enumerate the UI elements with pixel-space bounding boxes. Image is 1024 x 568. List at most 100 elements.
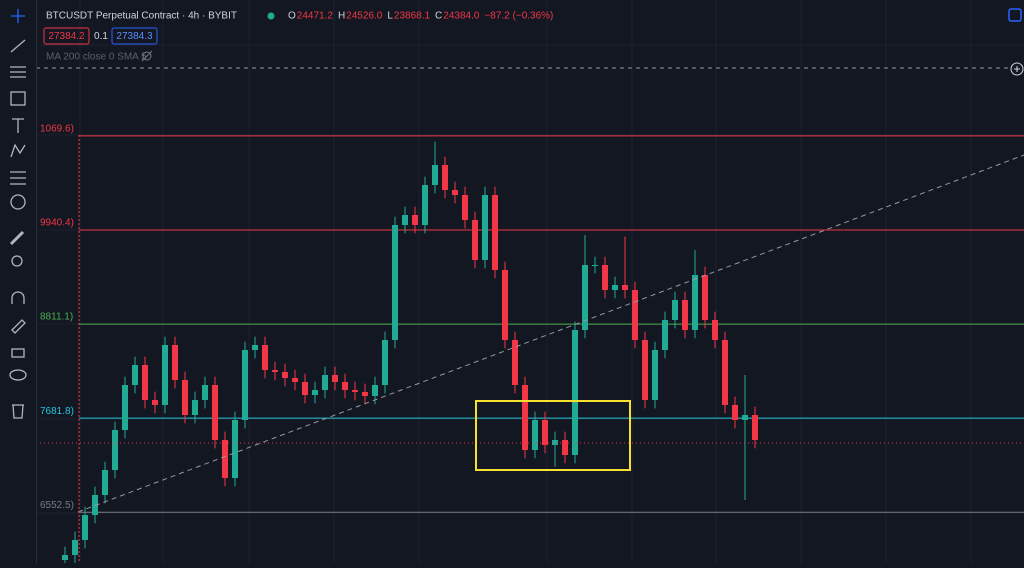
candle-body bbox=[112, 430, 118, 470]
sell-price: 27384.2 bbox=[48, 31, 85, 42]
fib-level-label: 7681.8) bbox=[40, 406, 74, 417]
spread: 0.1 bbox=[94, 31, 108, 42]
candle-body bbox=[582, 265, 588, 330]
candle-body bbox=[302, 382, 308, 395]
candle-body bbox=[152, 400, 158, 405]
candle-body bbox=[402, 215, 408, 225]
fullscreen-button[interactable] bbox=[1008, 8, 1022, 22]
candle-body bbox=[502, 270, 508, 340]
candle-body bbox=[522, 385, 528, 450]
prediction-tool[interactable] bbox=[10, 171, 26, 185]
candle-body bbox=[292, 378, 298, 382]
market-status bbox=[267, 12, 275, 20]
candle-body bbox=[692, 275, 698, 330]
candle-body bbox=[252, 345, 258, 350]
candle-body bbox=[702, 275, 708, 320]
fib-level-label: 1069.6) bbox=[40, 124, 74, 135]
candle-body bbox=[512, 340, 518, 385]
candle-body bbox=[362, 392, 368, 396]
candle-body bbox=[462, 195, 468, 220]
candle-body bbox=[82, 515, 88, 540]
buy-button[interactable] bbox=[111, 27, 158, 45]
candle-body bbox=[62, 555, 68, 560]
trend-line bbox=[77, 154, 1024, 513]
candle-body bbox=[282, 372, 288, 378]
candle-body bbox=[712, 320, 718, 340]
candle-body bbox=[132, 365, 138, 385]
fib-level-label: 6552.5) bbox=[40, 500, 74, 511]
candle-body bbox=[642, 340, 648, 400]
candle-body bbox=[562, 440, 568, 455]
candle-body bbox=[472, 220, 478, 260]
candle-body bbox=[622, 285, 628, 290]
candle-body bbox=[392, 225, 398, 340]
zoom-tool[interactable] bbox=[11, 255, 23, 267]
fib-tool[interactable] bbox=[10, 66, 26, 78]
delete-tool[interactable] bbox=[12, 404, 24, 419]
sell-button[interactable] bbox=[43, 27, 90, 45]
fib-level-label: 9940.4) bbox=[40, 218, 74, 229]
candle-body bbox=[742, 415, 748, 420]
candle-body bbox=[572, 330, 578, 455]
candle-body bbox=[722, 340, 728, 405]
candle-body bbox=[412, 215, 418, 225]
plot: 1069.6) 9940.4) 8811.1) 7681.8) 6552.5) bbox=[40, 124, 1024, 568]
candle-body bbox=[102, 470, 108, 495]
candle-body bbox=[322, 375, 328, 390]
visibility-tool[interactable] bbox=[9, 369, 27, 381]
shape-tool[interactable] bbox=[10, 91, 26, 106]
candle-body bbox=[72, 540, 78, 555]
buy-price: 27384.3 bbox=[116, 31, 153, 42]
indicator-legend[interactable]: MA 200 close 0 SMA 5 bbox=[46, 52, 147, 63]
candle-body bbox=[222, 440, 228, 478]
ohlc-value: 24384.0 bbox=[443, 11, 480, 22]
trendline-tool[interactable] bbox=[10, 39, 26, 53]
pattern-tool[interactable] bbox=[10, 143, 26, 158]
candle-body bbox=[672, 300, 678, 320]
symbol-title[interactable]: BTCUSDT Perpetual Contract · 4h · BYBIT bbox=[46, 11, 237, 22]
candle-body bbox=[662, 320, 668, 350]
highlight-box bbox=[475, 400, 631, 471]
candle-body bbox=[202, 385, 208, 400]
candle-body bbox=[312, 390, 318, 395]
toolbar bbox=[0, 0, 37, 563]
lock-drawing-tool[interactable] bbox=[11, 319, 26, 334]
ohlc-change: −87.2 (−0.36%) bbox=[484, 11, 553, 22]
candle-body bbox=[242, 350, 248, 420]
ohlc-key: C bbox=[435, 11, 442, 22]
magnet-tool[interactable] bbox=[11, 291, 25, 304]
cursor-tool[interactable] bbox=[11, 9, 25, 23]
candle-body bbox=[682, 300, 688, 330]
candle-body bbox=[492, 195, 498, 270]
measure-tool[interactable] bbox=[9, 230, 25, 246]
candle-body bbox=[652, 350, 658, 400]
ohlc-key: L bbox=[387, 11, 393, 22]
candle-body bbox=[92, 495, 98, 515]
candle-body bbox=[632, 290, 638, 340]
candle-body bbox=[602, 265, 608, 290]
candle-body bbox=[372, 385, 378, 396]
candle-body bbox=[182, 380, 188, 415]
candle-body bbox=[482, 195, 488, 260]
icon-tool[interactable] bbox=[10, 194, 26, 210]
text-tool[interactable] bbox=[12, 118, 24, 133]
candle-body bbox=[232, 420, 238, 478]
candle-body bbox=[352, 390, 358, 392]
candle-body bbox=[432, 165, 438, 185]
lock-tool[interactable] bbox=[11, 348, 25, 358]
candle-body bbox=[592, 265, 598, 266]
candle-body bbox=[382, 340, 388, 385]
candle-body bbox=[172, 345, 178, 380]
candle-body bbox=[162, 345, 168, 405]
crosshair-plus-icon bbox=[1014, 66, 1020, 72]
candle-body bbox=[442, 165, 448, 190]
ohlc-key: H bbox=[338, 11, 345, 22]
candle-body bbox=[142, 365, 148, 400]
candle-body bbox=[542, 420, 548, 445]
candle-body bbox=[272, 370, 278, 372]
crosshair-plus[interactable] bbox=[1010, 62, 1024, 76]
hide-indicator[interactable] bbox=[141, 50, 153, 62]
